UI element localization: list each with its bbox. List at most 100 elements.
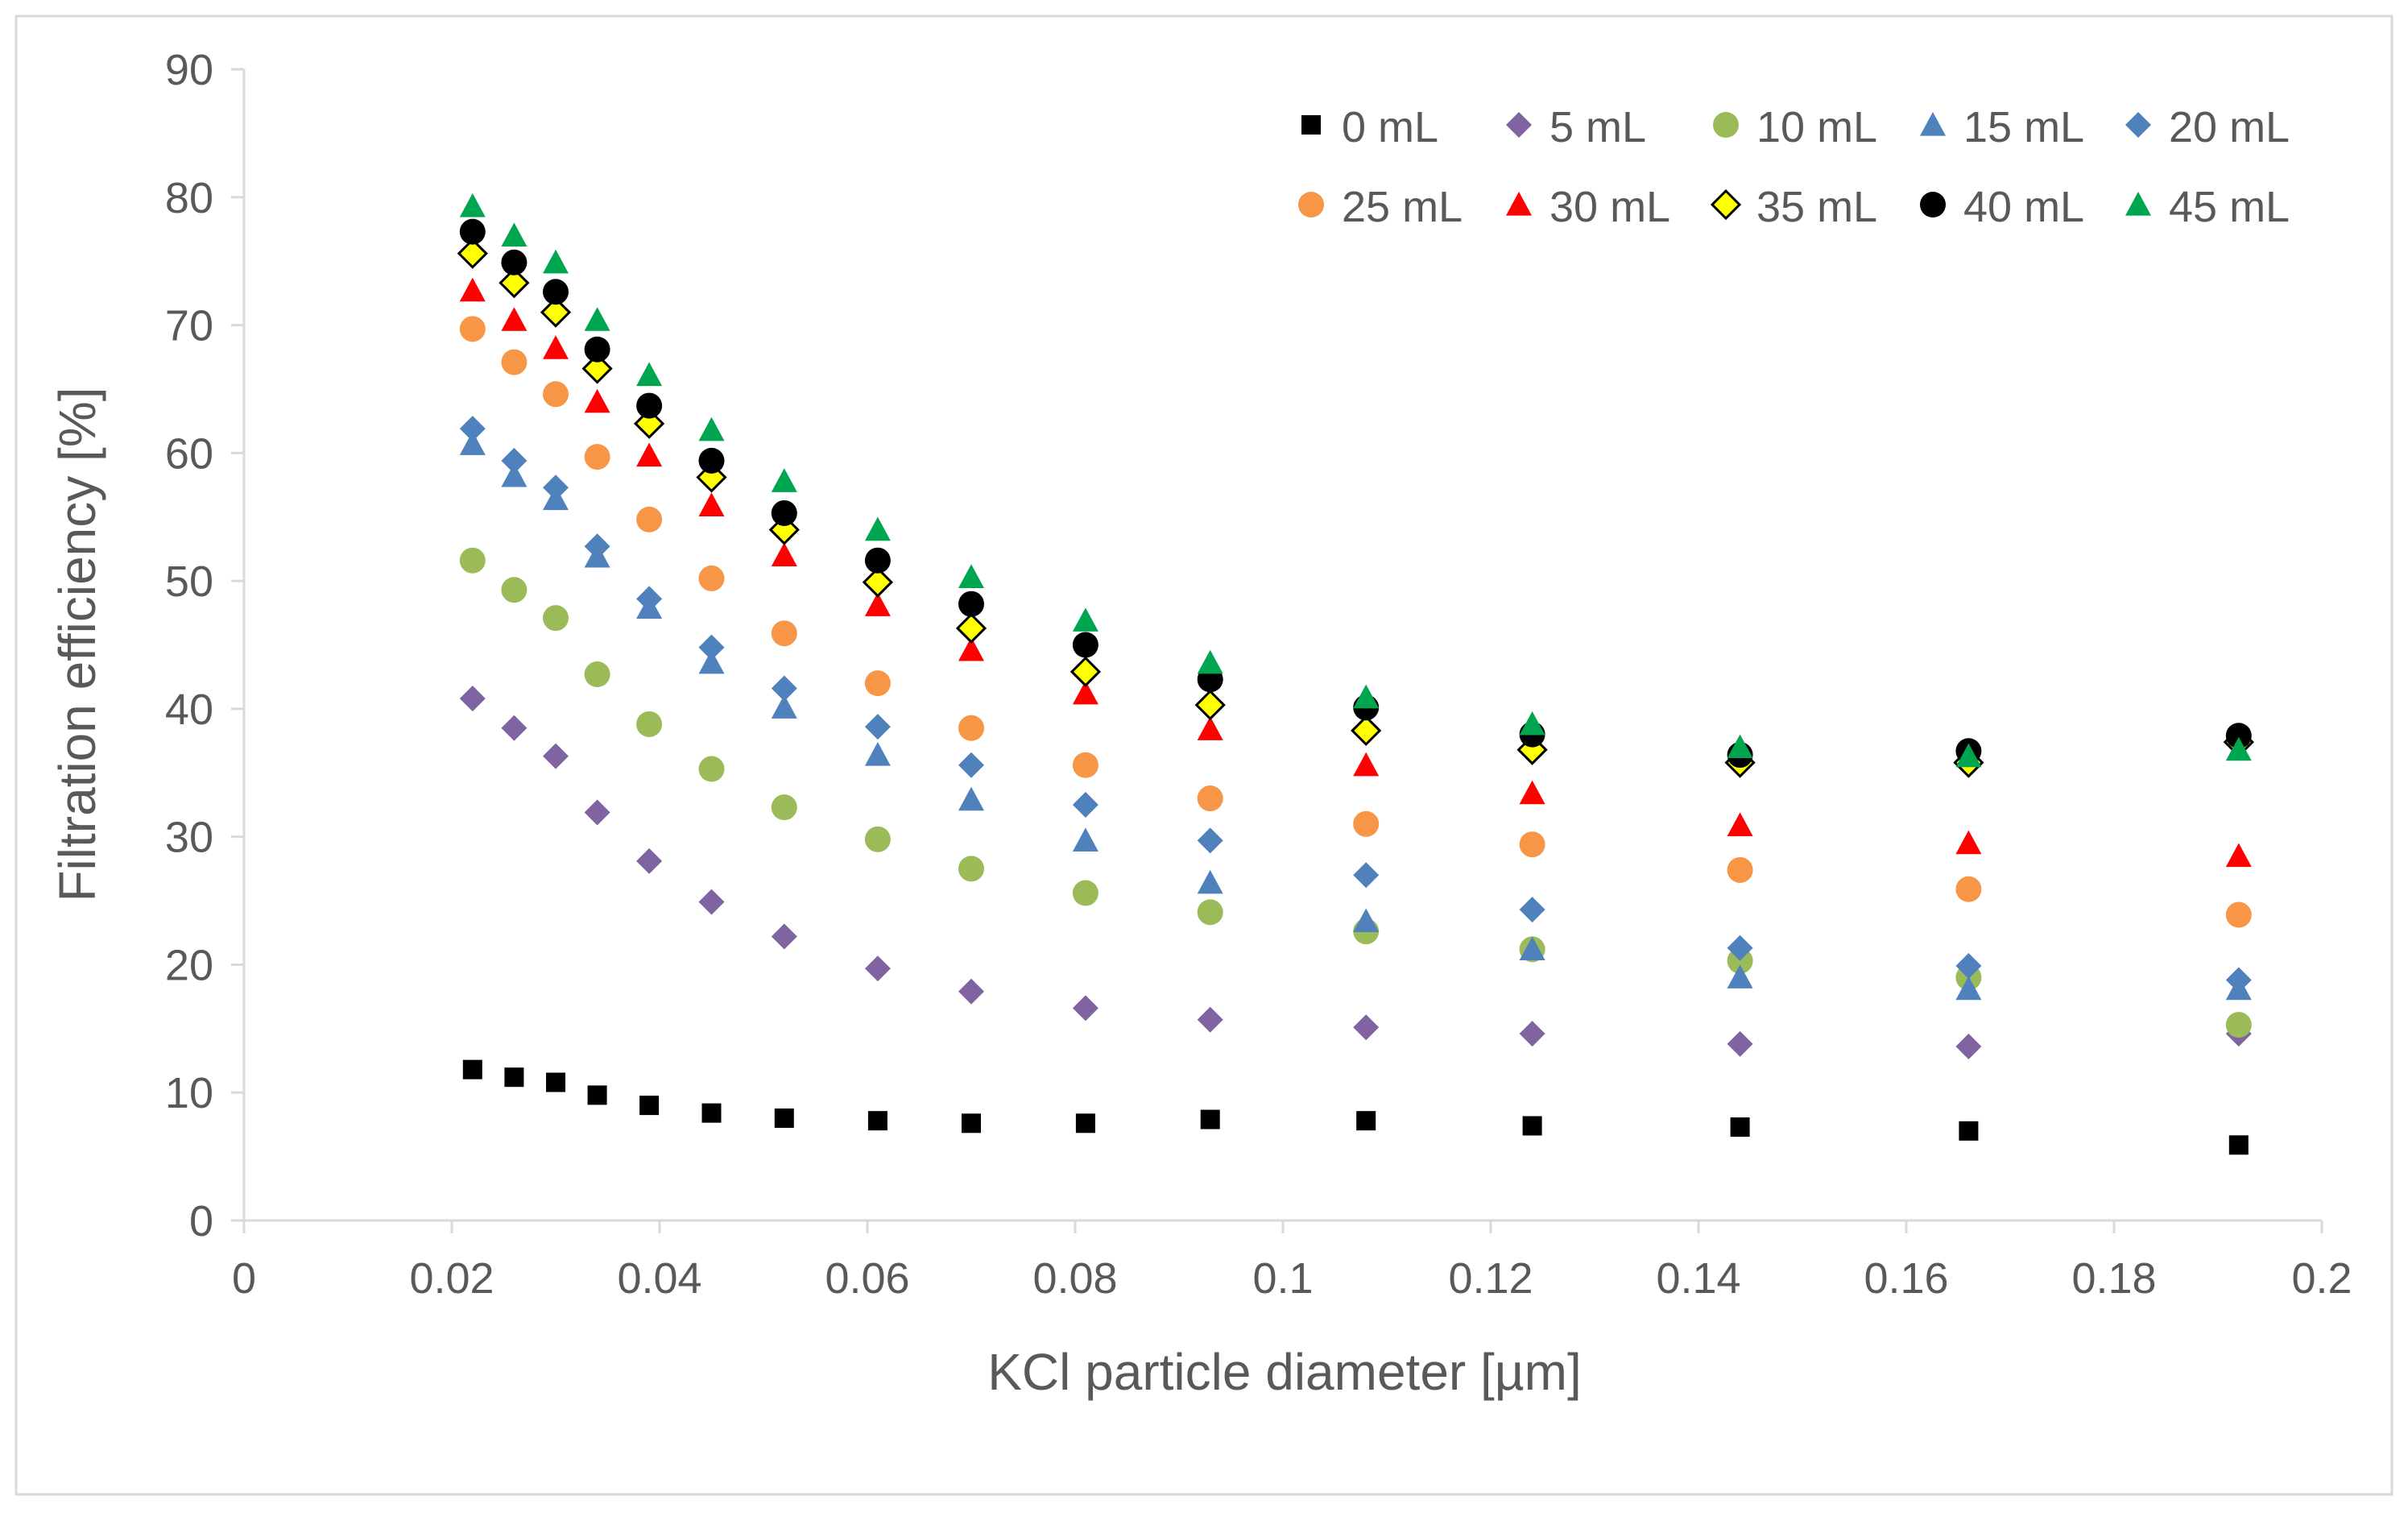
data-point	[1353, 752, 1380, 777]
series-20-ml	[459, 416, 2252, 993]
data-point	[1727, 934, 1753, 961]
legend-entry: 15 mL	[1920, 103, 2084, 151]
legend-entry: 20 mL	[2125, 103, 2290, 151]
series-45-ml	[459, 193, 2252, 768]
data-point	[958, 752, 984, 778]
data-point	[459, 431, 486, 455]
chart-frame	[14, 15, 2394, 1496]
data-point	[462, 1059, 482, 1080]
data-point	[864, 670, 891, 697]
data-point	[1070, 656, 1102, 687]
data-point	[2225, 901, 2252, 928]
legend-label: 5 mL	[1549, 103, 1646, 151]
data-point	[1727, 1030, 1753, 1057]
data-point	[1356, 1111, 1376, 1131]
data-point	[864, 742, 891, 766]
data-point	[2225, 843, 2252, 868]
data-point	[584, 388, 610, 413]
y-tick-label: 0	[189, 1197, 213, 1245]
data-point	[958, 636, 984, 661]
data-point	[862, 566, 894, 598]
y-tick-label: 20	[165, 941, 213, 989]
legend-marker	[1920, 192, 1946, 218]
data-point	[1955, 830, 1982, 855]
data-point	[587, 1085, 607, 1105]
data-point	[958, 856, 984, 882]
data-point	[1197, 899, 1223, 926]
data-point	[1072, 995, 1098, 1022]
data-point	[698, 634, 725, 661]
data-point	[1519, 936, 1545, 960]
data-point	[771, 542, 797, 566]
data-point	[1197, 649, 1223, 674]
data-point	[1197, 827, 1223, 854]
data-point	[1727, 734, 1753, 759]
y-tick-label: 40	[165, 686, 213, 734]
legend-entry: 10 mL	[1713, 103, 1877, 151]
data-point	[459, 193, 486, 218]
data-point	[1730, 1117, 1750, 1138]
legend-entry: 45 mL	[2125, 183, 2290, 231]
data-point	[701, 1103, 722, 1123]
y-tick-label: 60	[165, 429, 213, 478]
legend-marker	[1298, 192, 1324, 218]
series-5-ml	[459, 686, 2252, 1060]
series-layer	[457, 193, 2254, 1155]
legend-label: 0 mL	[1342, 103, 1438, 151]
data-point	[1955, 1034, 1982, 1060]
data-point	[771, 923, 797, 950]
data-point	[1519, 1021, 1545, 1047]
data-point	[581, 353, 613, 384]
data-point	[636, 711, 663, 737]
data-point	[501, 222, 528, 247]
legend-entry: 40 mL	[1920, 183, 2084, 231]
data-point	[698, 889, 725, 915]
data-point	[864, 826, 891, 852]
series-30-ml	[459, 277, 2252, 868]
data-point	[543, 605, 569, 632]
legend-entry: 35 mL	[1710, 183, 1877, 231]
data-point	[771, 468, 797, 492]
y-tick-label: 80	[165, 174, 213, 222]
data-point	[1351, 715, 1382, 747]
x-tick-label: 0.06	[825, 1254, 909, 1303]
data-point	[1072, 791, 1098, 818]
data-point	[1353, 908, 1380, 933]
x-tick-label: 0.18	[2071, 1254, 2156, 1303]
data-point	[1727, 856, 1753, 883]
data-point	[639, 1096, 660, 1116]
legend-marker	[2125, 112, 2151, 138]
data-point	[1519, 780, 1545, 805]
data-point	[771, 675, 797, 702]
data-point	[1194, 690, 1226, 721]
data-point	[1955, 976, 1982, 1001]
data-point	[1727, 812, 1753, 836]
data-point	[459, 547, 486, 574]
data-point	[698, 447, 725, 474]
x-tick-label: 0.16	[1864, 1254, 1948, 1303]
data-point	[962, 1113, 981, 1133]
legend-entry: 25 mL	[1298, 183, 1463, 231]
x-tick-label: 0.08	[1032, 1254, 1117, 1303]
data-point	[584, 661, 610, 688]
data-point	[958, 591, 984, 617]
data-point	[1200, 1109, 1220, 1129]
data-point	[636, 847, 663, 874]
data-point	[543, 743, 569, 769]
data-point	[864, 714, 891, 740]
data-point	[1353, 862, 1380, 889]
data-point	[1072, 607, 1098, 632]
data-point	[1197, 785, 1223, 812]
data-point	[698, 756, 725, 782]
data-point	[2225, 1012, 2252, 1038]
legend-label: 15 mL	[1963, 103, 2084, 151]
data-point	[584, 307, 610, 331]
data-point	[771, 499, 797, 526]
data-point	[543, 381, 569, 408]
data-point	[459, 316, 486, 342]
data-point	[584, 336, 610, 363]
data-point	[459, 277, 486, 302]
data-point	[1519, 711, 1545, 736]
data-point	[958, 978, 984, 1005]
data-point	[867, 1111, 887, 1131]
